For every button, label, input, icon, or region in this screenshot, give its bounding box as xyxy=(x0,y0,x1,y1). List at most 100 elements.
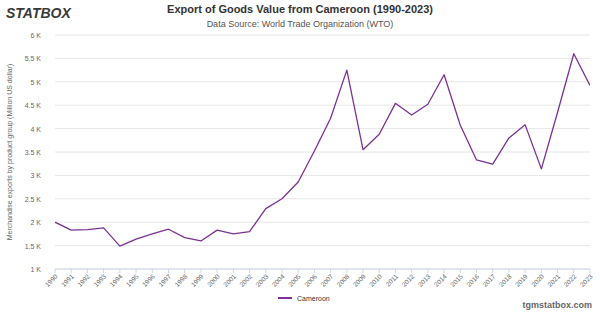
x-tick-label: 2001 xyxy=(222,272,237,287)
y-tick-label: 1.5 K xyxy=(25,243,42,250)
x-tick xyxy=(444,269,445,273)
x-tick xyxy=(346,269,347,273)
x-tick-label: 1995 xyxy=(125,272,140,287)
x-tick xyxy=(168,269,169,273)
grid-line xyxy=(55,152,590,153)
x-tick xyxy=(103,269,104,273)
x-tick-label: 1992 xyxy=(76,272,91,287)
x-tick-label: 2009 xyxy=(352,272,367,287)
x-tick xyxy=(200,269,201,273)
x-tick-label: 2015 xyxy=(449,272,464,287)
x-tick xyxy=(217,269,218,273)
x-tick-label: 2011 xyxy=(384,272,399,287)
grid-line xyxy=(55,198,590,199)
x-tick xyxy=(71,269,72,273)
x-tick xyxy=(395,269,396,273)
x-tick xyxy=(541,269,542,273)
x-tick-label: 2018 xyxy=(497,272,512,287)
y-tick-label: 4 K xyxy=(30,126,41,133)
title: Export of Goods Value from Cameroon (199… xyxy=(167,3,433,15)
x-tick-label: 2022 xyxy=(562,272,577,287)
grid-line xyxy=(55,222,590,223)
x-tick-label: 1994 xyxy=(108,272,123,287)
x-tick-label: 2010 xyxy=(368,272,383,287)
x-tick xyxy=(249,269,250,273)
x-tick xyxy=(508,269,509,273)
x-tick-label: 2013 xyxy=(416,272,431,287)
x-tick-label: 2000 xyxy=(206,272,221,287)
subtitle: Data Source: World Trade Organization (W… xyxy=(207,19,394,29)
x-tick-label: 2002 xyxy=(238,272,253,287)
x-tick-label: 1993 xyxy=(92,272,107,287)
plot-area xyxy=(55,54,590,246)
legend-swatch xyxy=(278,297,292,299)
x-tick xyxy=(314,269,315,273)
x-tick xyxy=(330,269,331,273)
grid-line xyxy=(55,245,590,246)
x-tick-label: 2020 xyxy=(530,272,545,287)
x-tick-label: 2021 xyxy=(546,272,561,287)
grid-line xyxy=(55,81,590,82)
x-tick-label: 1997 xyxy=(157,272,172,287)
x-tick-label: 2014 xyxy=(433,272,448,287)
x-tick xyxy=(379,269,380,273)
x-tick xyxy=(492,269,493,273)
x-tick xyxy=(87,269,88,273)
x-tick xyxy=(411,269,412,273)
x-tick-label: 2003 xyxy=(254,272,269,287)
y-tick-label: 6 K xyxy=(30,32,41,39)
x-tick xyxy=(298,269,299,273)
x-tick-label: 2008 xyxy=(335,272,350,287)
x-tick-label: 1999 xyxy=(189,272,204,287)
x-tick xyxy=(363,269,364,273)
x-tick-label: 1990 xyxy=(44,272,59,287)
x-tick xyxy=(55,269,56,273)
x-tick-label: 2007 xyxy=(319,272,334,287)
grid-line xyxy=(55,128,590,129)
y-tick-label: 3 K xyxy=(30,172,41,179)
x-tick-label: 2012 xyxy=(400,272,415,287)
y-tick-label: 1 K xyxy=(30,266,41,273)
legend-label: Cameroon xyxy=(297,295,330,302)
x-axis xyxy=(55,269,590,270)
y-tick-label: 5.5 K xyxy=(25,55,42,62)
grid-line xyxy=(55,105,590,106)
x-tick xyxy=(281,269,282,273)
x-tick xyxy=(525,269,526,273)
x-tick xyxy=(557,269,558,273)
chart: STATBOX Export of Goods Value from Camero… xyxy=(0,0,600,314)
x-tick xyxy=(119,269,120,273)
x-tick-label: 2023 xyxy=(579,272,594,287)
x-tick xyxy=(233,269,234,273)
watermark: tgmstatbox.com xyxy=(522,300,592,310)
grid-line xyxy=(55,58,590,59)
series-line xyxy=(55,54,590,246)
y-tick-label: 5 K xyxy=(30,79,41,86)
grid-line xyxy=(55,269,590,270)
grid-line xyxy=(55,175,590,176)
x-tick-label: 2016 xyxy=(465,272,480,287)
x-tick-label: 2004 xyxy=(270,272,285,287)
x-tick xyxy=(265,269,266,273)
x-tick xyxy=(152,269,153,273)
x-tick-label: 2019 xyxy=(514,272,529,287)
y-axis-label: Merchandise exports by product group (Mi… xyxy=(6,64,14,241)
y-tick-label: 2 K xyxy=(30,219,41,226)
x-tick-label: 1991 xyxy=(60,272,75,287)
x-tick xyxy=(184,269,185,273)
x-tick xyxy=(136,269,137,273)
x-tick xyxy=(476,269,477,273)
x-tick-label: 1996 xyxy=(141,272,156,287)
x-tick-label: 2005 xyxy=(287,272,302,287)
y-tick-label: 2.5 K xyxy=(25,196,42,203)
x-tick xyxy=(460,269,461,273)
y-tick-label: 3.5 K xyxy=(25,149,42,156)
x-tick-label: 1998 xyxy=(173,272,188,287)
x-tick xyxy=(427,269,428,273)
x-tick xyxy=(573,269,574,273)
x-tick-label: 2017 xyxy=(481,272,496,287)
x-tick-label: 2006 xyxy=(303,272,318,287)
x-tick xyxy=(590,269,591,273)
brand: STATBOX xyxy=(6,5,72,21)
y-tick-label: 4.5 K xyxy=(25,102,42,109)
